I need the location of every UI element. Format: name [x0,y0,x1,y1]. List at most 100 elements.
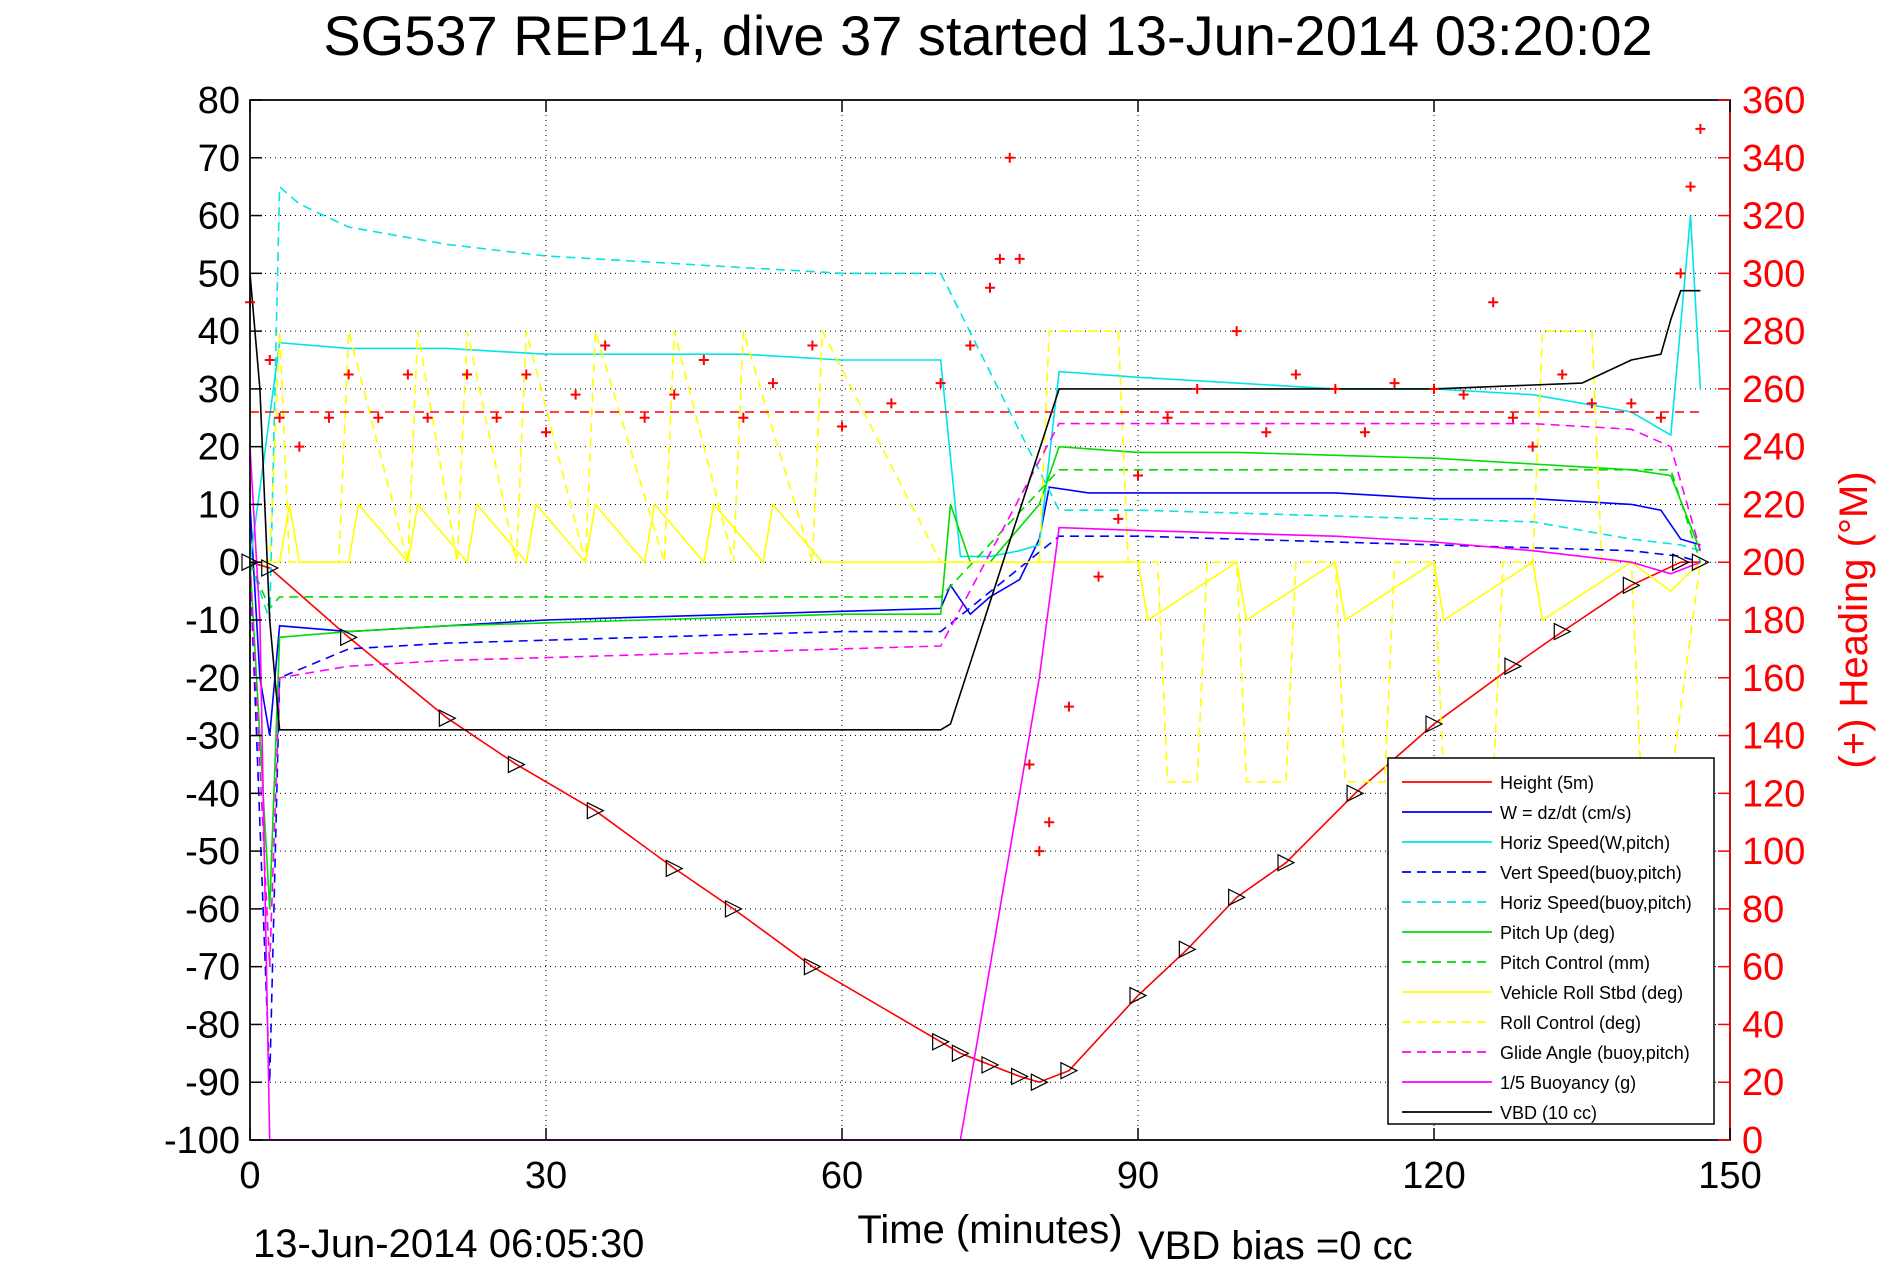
y2-tick-label: 340 [1742,138,1805,180]
height-marker [507,755,526,774]
heading-point [985,282,995,293]
legend: Height (5m) W = dz/dt (cm/s) Horiz Speed(W… [1387,757,1715,1125]
heading-point [570,389,581,400]
y2-tick-label: 360 [1742,80,1805,122]
heading-point [462,369,473,380]
heading-point [491,412,502,423]
height-marker [951,1044,970,1063]
series-vert-speed-buoy-pitch [249,535,1701,1083]
heading-point [1507,412,1518,423]
heading-point [1162,412,1173,423]
height-marker [981,1055,1000,1074]
x-axis-ticks: 0 30 60 90 120 150 [239,100,1762,1197]
y-tick-label: -10 [185,600,240,642]
heading-point [1675,268,1686,279]
heading-point [264,355,275,365]
legend-label: Glide Angle (buoy,pitch) [1500,1043,1690,1063]
height-marker [1504,657,1523,676]
footer-vbd-bias: VBD bias =0 cc [1138,1224,1413,1262]
y-axis-ticks: 80 70 60 50 40 30 20 10 0 -10 -20 -30 -40 -50 -60 -70 -8… [164,80,262,1162]
heading-point [639,412,650,423]
heading-point [1034,846,1045,857]
series-layer [241,123,1710,1141]
y-tick-label: -60 [185,889,240,931]
heading-point [807,340,818,351]
heading-point [698,355,709,365]
height-marker [803,957,822,976]
height-marker [438,709,457,728]
series-glide-angle-buoy-pitch [249,422,1702,967]
legend-label: Vert Speed(buoy,pitch) [1500,863,1682,883]
heading-point [1429,383,1439,394]
y-tick-label: -40 [185,773,240,815]
y-tick-label: -90 [185,1062,240,1104]
height-marker [1691,553,1710,572]
height-marker [1346,784,1365,803]
y2-axis-ticks: 3603403203002802602402202001801601401201… [1718,80,1805,1162]
heading-point [935,378,946,389]
y-tick-label: 0 [219,542,240,584]
y-tick-label: -50 [185,831,240,873]
heading-point [1695,123,1706,134]
heading-point [1231,326,1242,337]
y-tick-label: 50 [198,253,240,295]
x-axis-label: Time (minutes) [857,1208,1122,1252]
height-marker [1228,888,1247,907]
y-tick-label: -20 [185,658,240,700]
y2-tick-label: 300 [1742,253,1805,295]
height-marker [1553,622,1572,641]
heading-point [1004,152,1015,163]
x-tick-label: 150 [1698,1155,1761,1197]
y2-tick-label: 100 [1742,831,1805,873]
height-marker [261,559,280,577]
y-tick-label: 40 [198,311,240,353]
y-tick-label: -30 [185,716,240,758]
height-marker [665,859,684,878]
height-marker [340,628,359,647]
y2-tick-label: 120 [1742,773,1805,815]
heading-point [373,412,384,423]
y2-tick-label: 260 [1742,369,1805,411]
y2-tick-label: 60 [1742,947,1784,989]
height-marker [586,801,605,820]
height-marker [1277,853,1296,872]
y-tick-label: 60 [198,196,240,238]
legend-label: VBD (10 cc) [1500,1103,1597,1123]
y2-tick-label: 240 [1742,427,1805,469]
heading-point [738,412,749,423]
heading-point [1488,297,1499,308]
heading-point [1626,398,1637,409]
y-tick-label: -80 [185,1004,240,1046]
legend-label: Roll Control (deg) [1500,1013,1641,1033]
heading-point [1261,427,1272,438]
legend-label: Pitch Control (mm) [1500,953,1650,973]
y-tick-label: 20 [198,427,240,469]
heading-point [1133,470,1143,481]
height-marker [1011,1067,1029,1086]
y-tick-label: -100 [164,1120,240,1162]
heading-point [422,412,433,423]
y2-tick-label: 40 [1742,1004,1784,1046]
heading-point [323,412,334,423]
heading-point [994,253,1005,264]
heading-point [1330,383,1341,394]
y2-tick-label: 200 [1742,542,1805,584]
heading-point [1359,427,1370,438]
y-tick-label: -70 [185,947,240,989]
y-tick-label: 70 [198,138,240,180]
y-tick-label: 30 [198,369,240,411]
y2-tick-label: 80 [1742,889,1784,931]
height-marker [1622,576,1641,595]
heading-point [1655,412,1666,423]
heading-point [1389,378,1400,389]
heading-point [1014,253,1025,264]
heading-point [521,369,532,380]
legend-label: Height (5m) [1500,773,1594,793]
series-height-5m [249,561,1701,1084]
legend-label: Horiz Speed(buoy,pitch) [1500,893,1692,913]
height-marker [724,899,743,918]
heading-point [1557,369,1568,380]
heading-point [343,369,354,380]
heading-point [541,427,551,438]
